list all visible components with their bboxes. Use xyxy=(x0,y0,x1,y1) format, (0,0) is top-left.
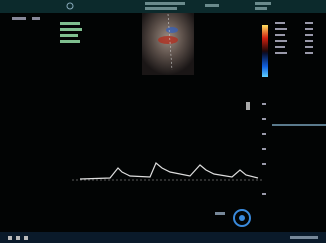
color-bar xyxy=(262,25,268,77)
top-bar xyxy=(0,0,326,13)
bottom-icon[interactable] xyxy=(8,236,12,240)
top-text xyxy=(145,7,177,10)
measure-text xyxy=(60,34,78,37)
top-text xyxy=(205,4,219,7)
divider xyxy=(272,124,326,126)
measure-text xyxy=(60,28,82,31)
measure-text xyxy=(60,22,80,25)
info-text xyxy=(12,17,26,20)
control-center[interactable] xyxy=(239,215,245,221)
info-text xyxy=(32,17,40,20)
page xyxy=(0,0,326,243)
bottom-icon[interactable] xyxy=(16,236,20,240)
top-text xyxy=(255,2,271,5)
color-flow xyxy=(158,36,178,44)
bottom-text xyxy=(290,236,318,239)
top-text xyxy=(255,7,267,10)
control-text xyxy=(215,212,225,215)
color-flow xyxy=(166,27,178,33)
measure-text xyxy=(60,40,80,43)
bottom-bar xyxy=(0,232,326,243)
marker xyxy=(246,102,250,110)
ultrasound-screen xyxy=(0,0,326,243)
top-text xyxy=(145,2,185,5)
bottom-icon[interactable] xyxy=(24,236,28,240)
